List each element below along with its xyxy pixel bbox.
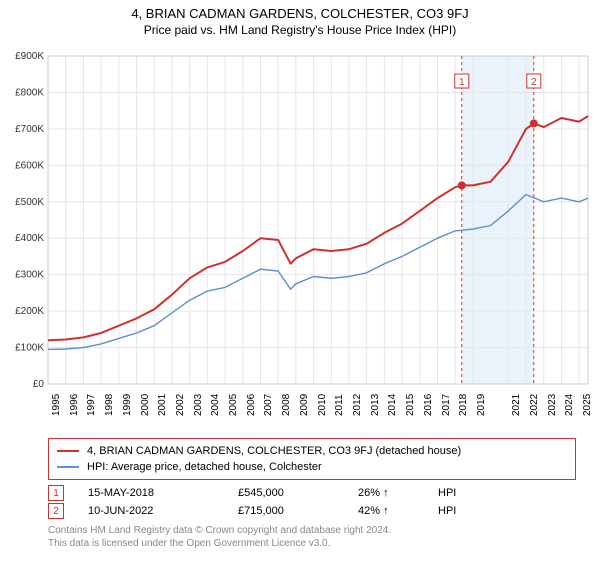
attribution-line2: This data is licensed under the Open Gov… (48, 537, 558, 550)
svg-text:£900K: £900K (15, 51, 44, 62)
legend-row: 4, BRIAN CADMAN GARDENS, COLCHESTER, CO3… (57, 443, 567, 459)
sale-marker: 1 (48, 485, 64, 501)
attribution-line1: Contains HM Land Registry data © Crown c… (48, 524, 558, 537)
svg-text:£600K: £600K (15, 160, 44, 171)
legend-swatch (57, 450, 79, 452)
sale-date: 15-MAY-2018 (64, 487, 238, 499)
svg-text:£800K: £800K (15, 87, 44, 98)
svg-text:£100K: £100K (15, 343, 44, 354)
svg-text:£500K: £500K (15, 197, 44, 208)
x-tick-label: 1998 (104, 394, 115, 416)
x-tick-label: 2021 (511, 394, 522, 416)
sale-hpi-label: HPI (438, 487, 488, 499)
sale-price: £715,000 (238, 505, 358, 517)
x-tick-label: 2010 (317, 394, 328, 416)
x-tick-label: 2006 (246, 394, 257, 416)
x-tick-label: 2013 (370, 394, 381, 416)
legend-box: 4, BRIAN CADMAN GARDENS, COLCHESTER, CO3… (48, 438, 576, 480)
x-tick-label: 2019 (476, 394, 487, 416)
svg-text:£300K: £300K (15, 270, 44, 281)
x-tick-label: 1997 (86, 394, 97, 416)
attribution: Contains HM Land Registry data © Crown c… (48, 524, 558, 550)
x-tick-label: 1999 (122, 394, 133, 416)
sale-hpi-label: HPI (438, 505, 488, 517)
x-tick-label: 2017 (441, 394, 452, 416)
x-tick-label: 1996 (69, 394, 80, 416)
x-tick-label: 2002 (175, 394, 186, 416)
legend-row: HPI: Average price, detached house, Colc… (57, 459, 567, 475)
sale-row: 210-JUN-2022£715,00042% ↑HPI (48, 502, 558, 520)
x-tick-label: 2015 (405, 394, 416, 416)
svg-text:£700K: £700K (15, 124, 44, 135)
legend-label: HPI: Average price, detached house, Colc… (87, 459, 322, 475)
chart-title: 4, BRIAN CADMAN GARDENS, COLCHESTER, CO3… (0, 6, 600, 21)
svg-text:£0: £0 (33, 379, 45, 390)
sales-table: 115-MAY-2018£545,00026% ↑HPI210-JUN-2022… (48, 484, 558, 520)
x-tick-label: 2001 (157, 394, 168, 416)
legend-swatch (57, 466, 79, 468)
x-tick-label: 2022 (529, 394, 540, 416)
x-tick-label: 2000 (140, 394, 151, 416)
chart-area: £0 £100K £200K £300K £400K £500K £600K £700K £80… (0, 50, 600, 430)
svg-text:£200K: £200K (15, 306, 44, 317)
x-tick-label: 2012 (352, 394, 363, 416)
sale-price: £545,000 (238, 487, 358, 499)
x-tick-label: 2005 (228, 394, 239, 416)
sale-pct: 26% ↑ (358, 487, 438, 499)
sale-marker: 2 (48, 503, 64, 519)
x-tick-label: 1995 (51, 394, 62, 416)
x-tick-label: 2016 (423, 394, 434, 416)
x-tick-label: 2024 (564, 394, 575, 416)
svg-text:2: 2 (531, 77, 537, 88)
sale-pct: 42% ↑ (358, 505, 438, 517)
x-tick-label: 2007 (263, 394, 274, 416)
x-tick-label: 2008 (281, 394, 292, 416)
x-tick-label: 2023 (547, 394, 558, 416)
chart-svg: £0 £100K £200K £300K £400K £500K £600K £700K £80… (0, 50, 600, 430)
svg-text:1: 1 (459, 77, 465, 88)
x-tick-label: 2014 (387, 394, 398, 416)
svg-text:£400K: £400K (15, 233, 44, 244)
x-tick-label: 2025 (582, 394, 593, 416)
sale-date: 10-JUN-2022 (64, 505, 238, 517)
x-tick-label: 2011 (334, 394, 345, 416)
chart-subtitle: Price paid vs. HM Land Registry's House … (0, 23, 600, 37)
x-tick-label: 2018 (458, 394, 469, 416)
sale-row: 115-MAY-2018£545,00026% ↑HPI (48, 484, 558, 502)
legend-label: 4, BRIAN CADMAN GARDENS, COLCHESTER, CO3… (87, 443, 461, 459)
x-tick-label: 2009 (299, 394, 310, 416)
x-tick-label: 2003 (193, 394, 204, 416)
x-tick-label: 2004 (210, 394, 221, 416)
